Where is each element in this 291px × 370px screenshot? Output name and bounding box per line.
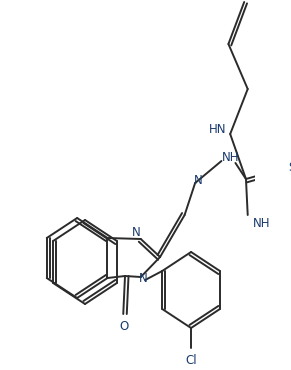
Text: NH: NH: [221, 151, 239, 164]
Text: O: O: [120, 320, 129, 333]
Text: HN: HN: [209, 122, 227, 135]
Text: N: N: [132, 225, 141, 239]
Text: N: N: [194, 174, 203, 186]
Text: Cl: Cl: [185, 353, 197, 367]
Text: NH: NH: [253, 216, 271, 229]
Text: N: N: [139, 272, 148, 286]
Text: S: S: [288, 161, 291, 174]
